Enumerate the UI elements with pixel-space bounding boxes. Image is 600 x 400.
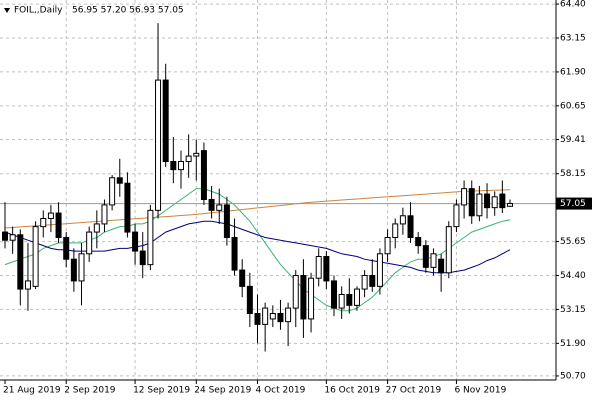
candle-body xyxy=(177,161,184,171)
header-arrow xyxy=(4,8,10,13)
candle-body xyxy=(353,288,360,306)
candle-body xyxy=(78,253,85,282)
candle-body xyxy=(507,203,513,207)
y-tick-label: 60.65 xyxy=(560,101,586,111)
x-tick-label: 4 Oct 2019 xyxy=(256,386,306,396)
candle-body xyxy=(384,237,391,255)
candle-body xyxy=(491,196,498,209)
candle-body xyxy=(139,250,146,266)
candle-body xyxy=(438,258,445,274)
last-price-box xyxy=(556,197,592,210)
candle-body xyxy=(155,79,162,211)
candle-body xyxy=(86,231,93,255)
x-tick-label: 21 Aug 2019 xyxy=(3,386,61,396)
candle-body xyxy=(422,245,429,268)
candle-body xyxy=(331,280,338,309)
candle-body xyxy=(124,182,131,233)
candle-body xyxy=(338,294,345,309)
candle-body xyxy=(193,152,200,157)
candle-body xyxy=(170,161,177,171)
candle-body xyxy=(2,231,8,241)
candle-body xyxy=(346,294,353,306)
y-tick-label: 50.70 xyxy=(560,371,586,381)
candle-body xyxy=(9,234,16,241)
candle-body xyxy=(55,212,62,238)
candle-body xyxy=(185,155,192,162)
candle-body xyxy=(132,231,139,252)
candle-body xyxy=(468,188,475,217)
moving-average-line xyxy=(4,189,511,229)
candle-body xyxy=(32,226,39,287)
y-tick-label: 61.90 xyxy=(560,67,586,77)
candle-body xyxy=(430,253,437,268)
candle-body xyxy=(93,223,100,233)
candle-body xyxy=(445,226,452,274)
candle-body xyxy=(407,215,414,239)
candle-body xyxy=(369,275,376,287)
x-tick-label: 27 Oct 2019 xyxy=(386,386,442,396)
plot-area xyxy=(0,0,556,380)
last-price-label: 57.05 xyxy=(560,199,586,209)
candle-body xyxy=(262,307,269,325)
candle-body xyxy=(300,275,307,320)
candle-body xyxy=(70,258,77,282)
candle-body xyxy=(361,275,368,290)
candle-body xyxy=(476,193,483,217)
candle-body xyxy=(200,150,207,200)
candle-body xyxy=(453,204,460,228)
y-tick-label: 53.15 xyxy=(560,305,586,315)
x-tick-label: 6 Nov 2019 xyxy=(454,386,506,396)
candle-body xyxy=(208,199,215,211)
candle-body xyxy=(246,285,253,315)
chart-title: FOIL,,Daily xyxy=(14,6,63,16)
y-tick-label: 51.90 xyxy=(560,339,586,349)
candle-body xyxy=(223,204,230,239)
candle-body xyxy=(376,253,383,287)
candle-body xyxy=(461,188,468,206)
candle-body xyxy=(116,177,123,184)
x-tick-label: 16 Oct 2019 xyxy=(324,386,380,396)
candle-body xyxy=(109,177,116,206)
candle-body xyxy=(254,313,261,325)
candle-body xyxy=(162,79,169,162)
candle-body xyxy=(216,204,223,211)
candle-body xyxy=(484,193,491,209)
candle-body xyxy=(40,218,47,228)
x-tick-label: 2 Sep 2019 xyxy=(64,386,116,396)
y-tick-label: 64.40 xyxy=(560,0,586,10)
candle-body xyxy=(239,269,246,287)
x-tick-label: 24 Sep 2019 xyxy=(194,386,251,396)
candle-body xyxy=(269,313,276,320)
candle-body xyxy=(47,212,54,219)
candle-body xyxy=(24,280,31,290)
candle-body xyxy=(17,234,24,290)
ohlc-header: 56.95 57.20 56.93 57.05 xyxy=(72,6,184,16)
candle-body xyxy=(308,277,315,320)
candle-body xyxy=(315,256,322,279)
candle-body xyxy=(292,275,299,309)
y-tick-label: 58.15 xyxy=(560,169,586,179)
y-tick-label: 55.65 xyxy=(560,237,586,247)
candle-body xyxy=(399,215,406,225)
candle-body xyxy=(277,313,284,323)
y-tick-label: 59.41 xyxy=(560,135,586,145)
candle-body xyxy=(499,193,506,209)
candle-body xyxy=(101,204,108,225)
candle-body xyxy=(63,237,70,260)
y-tick-label: 54.40 xyxy=(560,271,586,281)
candle-body xyxy=(147,209,154,266)
candle-body xyxy=(285,307,292,323)
candle-body xyxy=(415,237,422,247)
x-tick-label: 12 Sep 2019 xyxy=(133,386,190,396)
y-tick-label: 63.15 xyxy=(560,34,586,44)
candle-body xyxy=(392,223,399,239)
candle-body xyxy=(231,237,238,271)
candle-body xyxy=(323,256,330,282)
